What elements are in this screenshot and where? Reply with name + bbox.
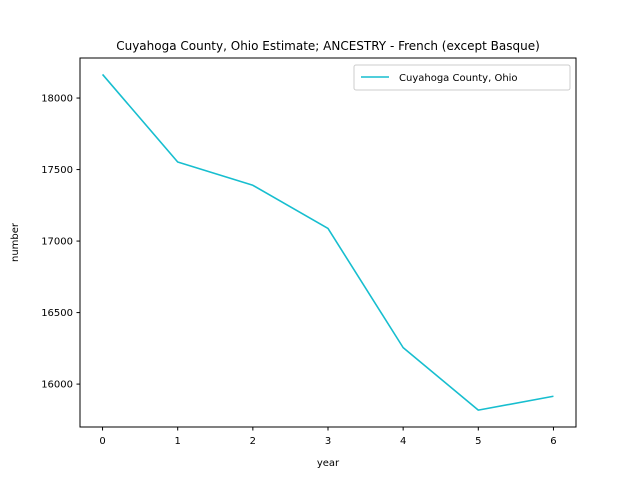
chart-title: Cuyahoga County, Ohio Estimate; ANCESTRY… [116, 39, 540, 53]
legend-box [353, 64, 571, 91]
x-tick-label: 5 [475, 436, 481, 447]
x-tick-label: 2 [250, 436, 256, 447]
plot-area [80, 58, 576, 427]
y-tick-label: 16000 [41, 380, 73, 391]
legend: Cuyahoga County, Ohio [353, 64, 571, 91]
y-tick-label: 18000 [41, 94, 73, 105]
y-tick-label: 17500 [41, 165, 73, 176]
x-tick-label: 4 [400, 436, 406, 447]
y-axis-label: number [10, 222, 21, 262]
series-line-0 [101, 73, 554, 411]
legend-label: Cuyahoga County, Ohio [399, 73, 518, 84]
x-tick-label: 3 [325, 436, 331, 447]
y-axis-ticks: 16000 16500 17000 17500 18000 [41, 94, 80, 391]
x-tick-label: 1 [175, 436, 181, 447]
y-tick-label: 17000 [41, 237, 73, 248]
x-tick-label: 6 [550, 436, 556, 447]
y-tick-label: 16500 [41, 308, 73, 319]
x-axis-label: year [317, 458, 340, 469]
x-tick-label: 0 [99, 436, 105, 447]
plot-frame [79, 57, 577, 428]
x-axis-ticks: 0 1 2 3 4 5 6 [99, 427, 557, 447]
series-layer [101, 73, 554, 411]
